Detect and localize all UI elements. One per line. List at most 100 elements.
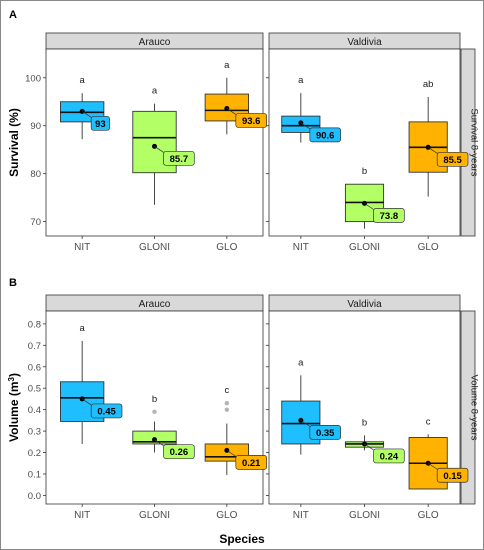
- x-tick-label: GLONI: [139, 510, 170, 521]
- box-nit: NIT a 93: [60, 75, 110, 253]
- box-glo: GLO c 0.15: [408, 416, 469, 521]
- significance-letter: b: [362, 166, 367, 177]
- y-tick-label: 0.0: [28, 491, 41, 502]
- y-tick-label: 0.2: [28, 448, 41, 459]
- y-tick-label: 80: [30, 169, 41, 180]
- mean-label: 90.6: [316, 130, 335, 141]
- facet-strip-label: Arauco: [139, 299, 171, 310]
- box-body: [60, 381, 105, 422]
- x-tick-label: GLO: [216, 510, 237, 521]
- mean-label-box: [309, 127, 341, 143]
- box-gloni: GLONI b 0.24: [344, 417, 405, 521]
- box-glo: GLO a 93.6: [204, 60, 267, 253]
- outlier-point: [224, 407, 230, 412]
- panel-label-a: A: [9, 9, 17, 21]
- significance-letter: b: [362, 417, 367, 428]
- x-tick-label: GLONI: [349, 510, 380, 521]
- y-tick-label: 90: [30, 121, 41, 132]
- box-glo: GLO c 0.21: [204, 385, 267, 521]
- box-gloni: GLONI a 85.7: [132, 86, 195, 253]
- y-tick-label: 0.8: [28, 319, 41, 330]
- row-strip-label: Volume 8-years: [469, 374, 480, 440]
- y-tick-label: 0.4: [28, 405, 41, 416]
- y-tick-label: 0.1: [28, 469, 41, 480]
- mean-label-box: [309, 425, 341, 440]
- significance-letter: c: [426, 416, 431, 427]
- y-tick-label: 0.6: [28, 362, 41, 373]
- row-strip: [460, 310, 476, 505]
- x-tick-label: NIT: [74, 242, 90, 253]
- outlier-point: [152, 409, 157, 414]
- mean-label-leader: [364, 443, 374, 451]
- mean-label-leader: [427, 147, 438, 154]
- mean-label-box: [163, 444, 195, 460]
- mean-label-leader: [300, 420, 311, 427]
- mean-label: 85.7: [170, 154, 189, 165]
- mean-label: 93: [95, 119, 106, 130]
- mean-label-box: [90, 403, 123, 419]
- significance-letter: b: [152, 394, 157, 405]
- x-tick-label: GLO: [418, 242, 439, 253]
- mean-label: 0.21: [242, 458, 261, 469]
- mean-label: 0.26: [170, 447, 189, 458]
- x-tick-label: GLO: [418, 510, 439, 521]
- outlier-point: [224, 401, 230, 406]
- mean-label: 0.35: [316, 428, 335, 439]
- x-tick-label: NIT: [293, 242, 309, 253]
- facet-strip-label: Valdivia: [347, 299, 382, 310]
- significance-letter: a: [298, 75, 304, 86]
- box-glo: GLO ab 85.5: [408, 79, 469, 253]
- box-nit: NIT a 0.45: [60, 323, 123, 521]
- mean-label-box: [436, 151, 469, 167]
- box-gloni: GLONI b 0.26: [132, 394, 195, 521]
- y-tick-label: 0.7: [28, 341, 41, 352]
- mean-label-leader: [154, 146, 164, 153]
- mean-label: 0.45: [97, 406, 116, 417]
- mean-label-leader: [300, 122, 311, 130]
- box-nit: NIT a 0.35: [281, 357, 341, 521]
- x-tick-label: GLONI: [139, 242, 170, 253]
- box-nit: NIT a 90.6: [281, 75, 341, 253]
- mean-label-box: [235, 113, 267, 128]
- y-axis-title: Volume (m3): [7, 373, 21, 442]
- mean-label-box: [163, 150, 195, 166]
- box-gloni: GLONI b 73.8: [344, 166, 405, 253]
- y-tick-label: 100: [25, 73, 41, 84]
- significance-letter: a: [152, 86, 158, 97]
- mean-label-box: [436, 467, 469, 483]
- y-axis-title-superscript: 3: [7, 377, 16, 382]
- significance-letter: a: [80, 75, 86, 86]
- mean-label-leader: [364, 203, 374, 210]
- mean-label-leader: [226, 450, 237, 457]
- mean-label-box: [235, 455, 267, 470]
- y-tick-label: 0.3: [28, 427, 41, 438]
- x-tick-label: GLONI: [349, 242, 380, 253]
- significance-letter: ab: [423, 79, 434, 90]
- significance-letter: c: [224, 385, 229, 396]
- mean-label-leader: [81, 398, 92, 406]
- mean-label-box: [373, 208, 405, 223]
- mean-label-leader: [81, 111, 92, 118]
- significance-letter: a: [298, 357, 304, 368]
- panel-label-b: B: [9, 277, 17, 289]
- mean-label: 73.8: [380, 211, 399, 222]
- mean-label-leader: [226, 108, 237, 115]
- x-tick-label: NIT: [74, 510, 90, 521]
- x-axis-title: Species: [219, 532, 265, 546]
- y-axis-title: Survival (%): [7, 108, 21, 177]
- x-tick-label: GLO: [216, 242, 237, 253]
- mean-label: 85.5: [443, 155, 462, 166]
- row-strip-label: Survival 8-years: [469, 108, 480, 176]
- mean-label: 93.6: [242, 116, 261, 127]
- facet-strip-label: Arauco: [139, 37, 171, 48]
- y-tick-label: 70: [30, 217, 41, 228]
- plot-area: Survival (%) Survival 8-years Arauco 70 80 90…: [7, 32, 480, 521]
- x-tick-label: NIT: [293, 510, 309, 521]
- mean-label-leader: [154, 439, 164, 446]
- y-axis-title-text: Volume (m: [7, 382, 21, 442]
- y-tick-label: 0.5: [28, 384, 41, 395]
- significance-letter: a: [80, 323, 86, 334]
- y-axis-title-suffix: ): [7, 373, 21, 377]
- mean-label-leader: [427, 462, 438, 470]
